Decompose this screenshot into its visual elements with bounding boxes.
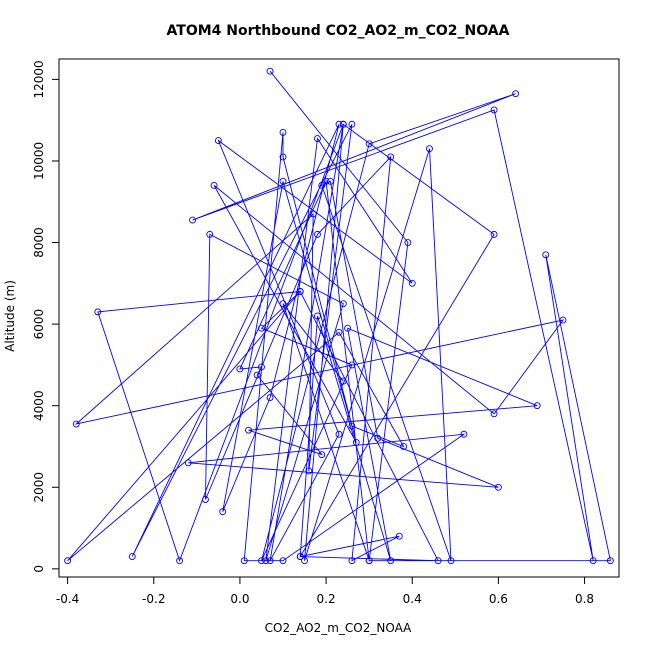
data-point [339,120,347,128]
data-point [176,557,184,565]
data-point [352,438,360,446]
data-point [279,300,287,308]
data-point [365,140,373,148]
data-point [387,557,395,565]
data-point [279,128,287,136]
data-point [426,145,433,153]
data-point [314,312,321,320]
data-point [395,532,403,540]
y-tick-label: 4000 [32,390,46,421]
data-point [322,177,330,185]
data-point [72,420,80,428]
x-tick-label: -0.2 [142,592,165,606]
data-point [404,239,412,246]
data-point [348,422,356,430]
data-point [559,316,567,324]
data-point [214,137,222,145]
data-point [542,251,550,259]
data-point [447,557,455,565]
data-point [606,557,614,565]
data-point [344,324,352,332]
data-point [266,67,274,75]
data-point [533,402,541,410]
data-point [206,230,214,238]
data-point [339,300,347,308]
data-point [279,153,287,161]
data-point [219,508,227,516]
data-point [348,557,356,565]
data-point [258,324,265,332]
x-tick-label: 0.0 [230,592,249,606]
data-point [494,483,502,491]
data-point [460,430,468,438]
data-point [348,120,356,128]
series-line [67,70,611,563]
data-point [189,216,196,224]
data-point [339,377,347,385]
data-point [314,135,321,142]
data-point [262,557,270,565]
data-point [253,371,261,379]
data-point [266,394,274,401]
data-point [296,553,304,561]
y-tick-label: 8000 [32,227,46,258]
x-tick-label: -0.4 [56,592,79,606]
x-axis-label: CO2_AO2_m_CO2_NOAA [265,621,412,635]
data-point [387,153,395,161]
data-point [128,553,136,561]
data-point [309,210,317,218]
data-point [335,430,343,438]
data-point [266,557,274,565]
x-tick-label: 0.8 [575,592,594,606]
data-point [434,557,442,565]
y-tick-label: 6000 [32,309,46,340]
data-point [318,451,326,459]
data-point [374,434,382,442]
series-layer [64,67,614,565]
y-tick-label: 2000 [32,472,46,503]
data-point [202,496,209,503]
data-point [258,363,265,371]
data-point [335,120,343,128]
data-point [589,557,597,565]
data-point [184,459,192,467]
data-point [512,90,520,98]
data-point [279,557,287,565]
data-point [64,557,72,565]
data-point [490,410,498,418]
data-point [490,230,498,238]
data-point [318,181,326,189]
y-tick-label: 10000 [32,142,46,180]
data-point [236,365,244,373]
x-tick-label: 0.2 [317,592,336,606]
data-point [279,177,287,185]
data-point [408,279,416,287]
y-tick-label: 0 [32,565,46,573]
data-point [335,328,343,336]
data-point [400,443,408,450]
x-tick-label: 0.4 [403,592,422,606]
x-tick-label: 0.6 [489,592,508,606]
data-point [305,467,313,475]
data-point [210,181,218,189]
data-point [94,308,102,316]
data-point [258,557,265,565]
y-tick-label: 12000 [32,60,46,98]
x-axis: -0.4 -0.2 0.0 0.2 0.4 0.6 0.8 [56,576,594,606]
data-point [348,361,356,369]
data-point [240,557,248,565]
data-point [296,288,304,295]
y-axis: 0 2000 4000 6000 8000 10000 12000 [32,60,60,573]
data-point [314,230,321,238]
data-point [326,177,334,185]
data-point [365,557,373,565]
y-axis-label: Altitude (m) [3,280,17,352]
data-point [490,106,498,114]
data-point [245,426,252,434]
chart-title: ATOM4 Northbound CO2_AO2_m_CO2_NOAA [167,23,510,39]
data-point [301,557,308,565]
